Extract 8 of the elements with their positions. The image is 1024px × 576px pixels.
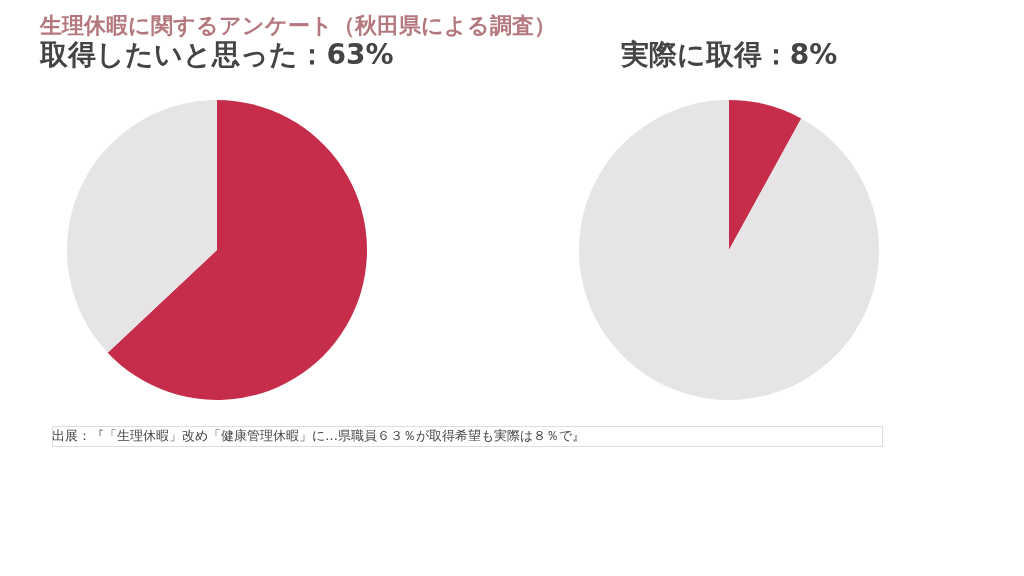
pie-slice	[579, 100, 879, 400]
chart-title: 生理休暇に関するアンケート（秋田県による調査）	[39, 13, 557, 38]
pie-slice	[67, 100, 217, 353]
chart-subtitle: 実際に取得：8%	[619, 38, 838, 71]
pie-slice	[107, 100, 367, 400]
chart-subtitle: 取得したいと思った：63%	[39, 38, 394, 71]
pie-slice	[729, 100, 802, 250]
text: 出展：『「生理休暇」改め「健康管理休暇」に…県職員６３％が取得希望も実際は８％で』	[52, 428, 585, 443]
